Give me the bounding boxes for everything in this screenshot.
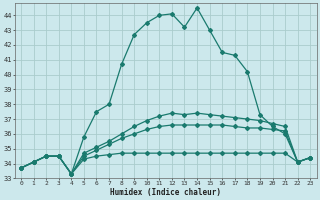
X-axis label: Humidex (Indice chaleur): Humidex (Indice chaleur) — [110, 188, 221, 197]
